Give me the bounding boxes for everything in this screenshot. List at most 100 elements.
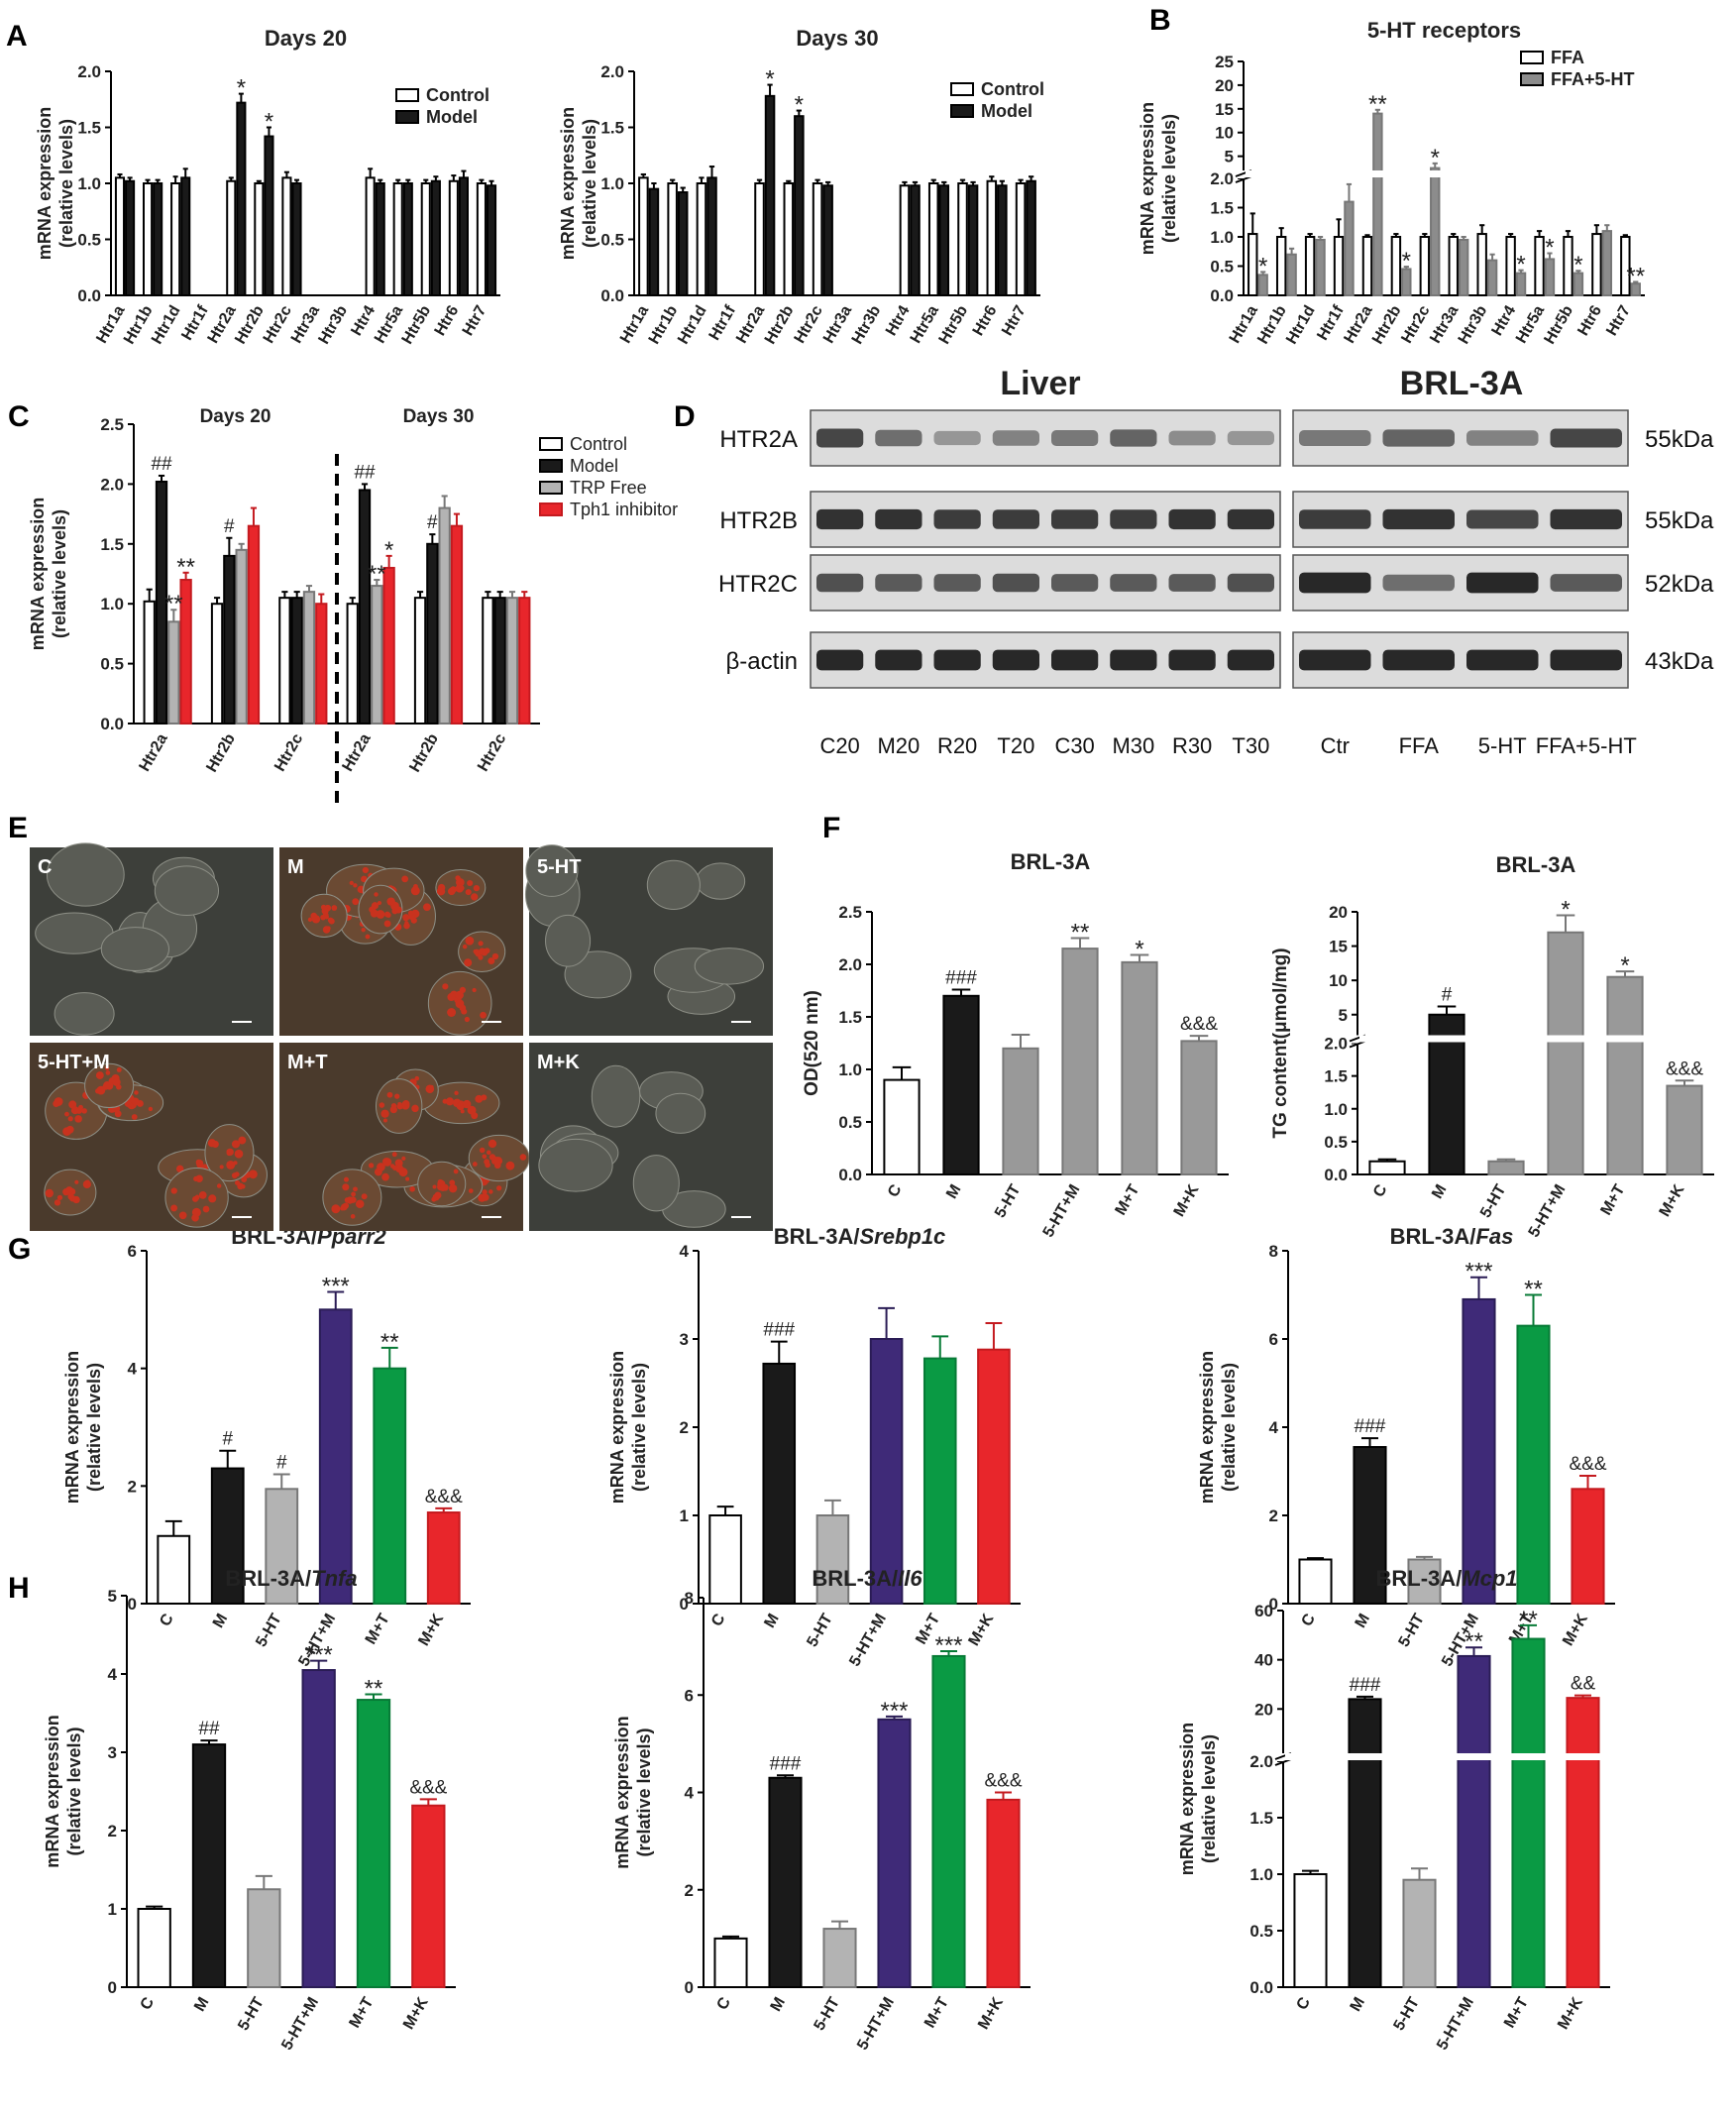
bar	[1390, 236, 1402, 296]
y-tick-label: 2.0	[1210, 169, 1234, 188]
y-axis-label: (relative levels)	[56, 119, 76, 248]
y-tick-label: 1	[680, 1506, 689, 1525]
lipid-droplet	[377, 900, 382, 906]
lipid-droplet	[56, 1194, 63, 1200]
bar	[1419, 236, 1431, 296]
cell-body	[591, 1064, 641, 1128]
blot-title-cells: BRL-3A	[1400, 365, 1524, 402]
lipid-droplet	[465, 889, 472, 896]
lipid-droplet	[45, 1188, 54, 1198]
x-tick-label: M	[191, 1995, 212, 2015]
bar	[1487, 1160, 1525, 1175]
micrograph-label: M+T	[287, 1052, 328, 1073]
blot-band	[1051, 509, 1099, 529]
lipid-droplet	[442, 983, 449, 990]
significance-mark: ***	[880, 1698, 908, 1725]
chart-title: BRL-3A/Srebp1c	[774, 1224, 946, 1249]
lipid-droplet	[472, 987, 477, 993]
chart-title-prefix: BRL-3A/	[812, 1566, 898, 1591]
legend-label: FFA+5-HT	[1551, 69, 1635, 89]
lipid-droplet	[75, 1107, 82, 1114]
blot-size-label: 52kDa	[1645, 571, 1714, 598]
chart-title: BRL-3A	[1496, 852, 1576, 877]
bar	[426, 1511, 461, 1605]
significance-mark: &&&	[1666, 1059, 1703, 1079]
x-tick-label: Htr2b	[232, 302, 268, 347]
lipid-droplet	[385, 912, 391, 918]
bar	[1361, 236, 1373, 296]
y-tick-label: 2	[108, 1822, 117, 1840]
x-tick-label: M+K	[1555, 1994, 1586, 2033]
x-tick-label: Htr2b	[1369, 302, 1405, 347]
bar	[899, 184, 911, 296]
blot-band	[1466, 649, 1539, 671]
bar	[493, 597, 506, 725]
lipid-droplet	[74, 1179, 79, 1184]
cell-body	[694, 948, 765, 985]
bar	[114, 176, 126, 297]
lipid-droplet	[226, 1160, 236, 1170]
bar	[448, 179, 459, 297]
panel-letter-B: B	[1149, 4, 1171, 37]
bar	[922, 1357, 957, 1605]
blot-band	[1168, 508, 1216, 530]
significance-mark: *	[1561, 896, 1570, 923]
chart-title-prefix: BRL-3A/	[1390, 1224, 1476, 1249]
y-tick-label: 0	[108, 1978, 117, 1997]
significance-mark: #	[427, 512, 438, 533]
lipid-droplet	[407, 910, 414, 917]
bar	[1315, 238, 1326, 296]
lipid-droplet	[193, 1175, 199, 1182]
chart-title-gene: Srebp1c	[859, 1224, 945, 1249]
bar	[247, 524, 261, 725]
lipid-droplet	[65, 1125, 74, 1134]
lipid-droplet	[134, 1090, 139, 1095]
cell-body	[54, 992, 115, 1036]
blot-band	[1466, 509, 1539, 529]
micrograph-label: 5-HT	[537, 856, 581, 878]
x-tick-label: Htr6	[970, 302, 1001, 338]
bar	[648, 187, 660, 296]
significance-mark: &&&	[1180, 1014, 1218, 1035]
bar	[291, 182, 302, 296]
lipid-droplet	[442, 1098, 448, 1104]
legend-label: Model	[570, 456, 618, 476]
bar	[1275, 236, 1287, 296]
bar	[986, 179, 998, 297]
lipid-droplet	[465, 936, 475, 946]
lipid-droplet	[484, 948, 490, 954]
blot-band	[816, 428, 864, 448]
bar	[358, 489, 372, 725]
blot-band	[1051, 649, 1099, 671]
bar	[210, 1467, 245, 1605]
blot-band	[933, 509, 981, 529]
lipid-droplet	[53, 1100, 60, 1108]
significance-mark: ***	[934, 1632, 962, 1659]
x-tick-label: Htr2c	[475, 730, 509, 774]
lipid-droplet	[484, 1159, 490, 1166]
x-tick-label: Htr2b	[406, 730, 442, 775]
y-tick-label: 20	[1215, 76, 1234, 95]
chart-title: 5-HT receptors	[1367, 18, 1521, 43]
blot-lane-label: M30	[1112, 733, 1154, 758]
bar	[1026, 179, 1036, 297]
blot-band	[1168, 649, 1216, 671]
chart-C-3: 0.0 0.5 1.0 1.5 2.0 2.5 mRNA expression (relati…	[28, 415, 678, 775]
bar	[1547, 931, 1584, 1175]
y-tick-label: 6	[128, 1242, 137, 1261]
lipid-droplet	[131, 1114, 138, 1120]
y-tick-label: 2.0	[838, 955, 862, 974]
lipid-droplet	[482, 1189, 488, 1195]
blot-title-liver: Liver	[1000, 365, 1080, 402]
chart-title-prefix: BRL-3A/	[225, 1566, 311, 1591]
y-tick-label: 0	[1269, 1595, 1278, 1614]
bar	[1534, 236, 1545, 296]
y-tick-label: 0.5	[1249, 1922, 1273, 1941]
x-tick-label: M	[768, 1995, 789, 2015]
y-tick-label: 2.5	[838, 903, 862, 922]
bar	[783, 182, 795, 296]
lipid-droplet	[463, 1099, 472, 1109]
bar-break-gap	[1359, 1035, 1716, 1043]
significance-mark: *	[1620, 952, 1629, 979]
blot-lane-label: T30	[1232, 733, 1269, 758]
